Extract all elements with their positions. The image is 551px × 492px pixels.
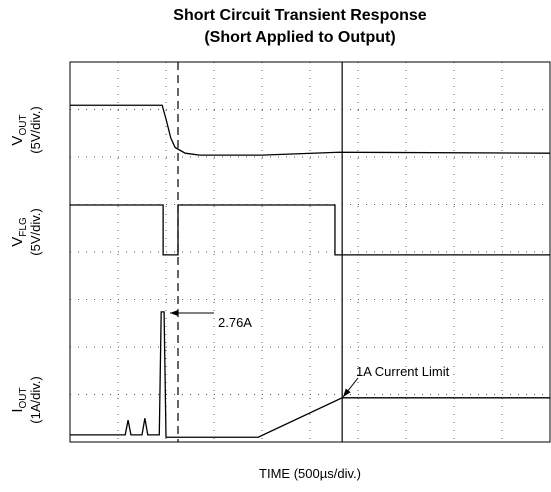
y-label-main: V xyxy=(9,136,26,146)
y-label-main: I xyxy=(9,408,26,412)
plot-frame xyxy=(69,61,551,443)
y-label-name: IOUT xyxy=(9,387,29,412)
y-label-sub: OUT xyxy=(18,114,29,135)
chart-subtitle: (Short Applied to Output) xyxy=(204,29,395,46)
trace xyxy=(70,104,551,156)
trace xyxy=(70,311,550,438)
y-label-scale: (5V/div.) xyxy=(28,208,43,255)
y-label-main: V xyxy=(9,237,26,247)
y-label-name: VOUT xyxy=(9,114,29,145)
y-label-sub: OUT xyxy=(18,387,29,408)
y-axis-label: VFLG (5V/div.) xyxy=(9,208,43,255)
y-label-name: VFLG xyxy=(9,217,29,247)
arrow-head xyxy=(170,309,179,317)
annotation: 2.76A xyxy=(218,315,252,330)
trace xyxy=(70,204,550,256)
y-axis-label: IOUT (1A/div.) xyxy=(9,376,43,423)
arrow-head xyxy=(343,388,351,397)
y-axis-label: VOUT (5V/div.) xyxy=(9,106,43,153)
chart-title: Short Circuit Transient Response xyxy=(173,7,426,24)
annotation: 1A Current Limit xyxy=(356,364,450,379)
y-label-sub: FLG xyxy=(18,217,29,237)
x-axis-label: TIME (500µs/div.) xyxy=(259,466,361,481)
y-label-scale: (1A/div.) xyxy=(28,376,43,423)
y-label-scale: (5V/div.) xyxy=(28,106,43,153)
